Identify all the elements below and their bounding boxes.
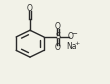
Text: +: + xyxy=(74,41,79,46)
Text: O: O xyxy=(55,43,61,52)
Text: O: O xyxy=(55,22,61,31)
Text: O: O xyxy=(68,32,74,41)
Text: O: O xyxy=(27,4,33,13)
Text: S: S xyxy=(55,32,60,41)
Text: Na: Na xyxy=(67,42,77,51)
Text: −: − xyxy=(72,31,78,37)
